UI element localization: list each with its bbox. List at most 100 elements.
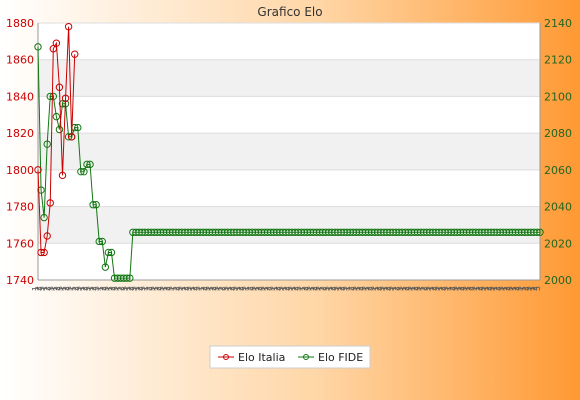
x-tick-label: 2 — [153, 286, 162, 291]
y-right-axis: 2000 2020 2040 2060 2080 2100 2120 2140 — [544, 17, 572, 287]
x-tick-label: 3 — [111, 286, 120, 291]
x-tick-label: 3 — [432, 286, 441, 291]
x-tick-label: 2 — [172, 286, 181, 291]
y-right-tick-label: 2140 — [544, 17, 572, 30]
y-left-tick-label: 1780 — [6, 201, 34, 214]
plot-bands — [37, 22, 541, 281]
x-tick-label: 1 — [40, 286, 49, 291]
x-tick-label: 1 — [132, 286, 141, 291]
x-tick-label: 3 — [212, 286, 221, 291]
x-tick-label: 2 — [420, 286, 429, 291]
x-tick-label: 2 — [71, 286, 80, 291]
x-tick-label: 2 — [456, 286, 465, 291]
x-tick-label: 3 — [322, 286, 331, 291]
x-tick-label: 2 — [209, 286, 218, 291]
series-elo-italia — [34, 22, 79, 257]
elo-fide-point — [104, 248, 113, 257]
x-tick-label: 2 — [34, 286, 43, 291]
x-tick-label: 1 — [527, 286, 536, 291]
x-tick-label: 3 — [368, 286, 377, 291]
elo-fide-point — [123, 274, 131, 282]
x-tick-label: 3 — [478, 286, 487, 291]
x-tick-label: 3 — [340, 286, 349, 291]
x-tick-label: 2 — [374, 286, 383, 291]
x-tick-label: 3 — [120, 286, 129, 291]
x-tick-label: 2 — [319, 286, 328, 291]
x-tick-label: 1 — [444, 286, 453, 291]
x-tick-label: 1 — [288, 286, 297, 291]
x-tick-label: 2 — [355, 286, 364, 291]
x-tick-label: 3 — [423, 286, 432, 291]
elo-italia-point — [34, 166, 42, 174]
elo-fide-point — [126, 274, 134, 282]
x-tick-label: 1 — [518, 286, 527, 291]
x-tick-label: 1 — [68, 286, 77, 291]
y-right-tick-label: 2060 — [544, 164, 572, 177]
x-tick-label: 2 — [52, 286, 61, 291]
x-tick-label: 3 — [359, 286, 368, 291]
elo-fide-point — [95, 237, 103, 246]
x-tick-label: 2 — [98, 286, 107, 291]
x-tick-label: 1 — [77, 286, 86, 291]
x-tick-label: 2 — [291, 286, 300, 291]
x-tick-label: 2 — [401, 286, 410, 291]
x-tick-label: 2 — [429, 286, 438, 291]
x-tick-label: 1 — [371, 286, 380, 291]
x-tick-label: 2 — [236, 286, 245, 291]
x-tick-label: 3 — [487, 286, 496, 291]
x-tick-label: 3 — [193, 286, 202, 291]
elo-italia-point — [64, 22, 73, 31]
chart-title: Grafico Elo — [257, 5, 322, 19]
legend-marker-elo-italia — [223, 354, 229, 360]
elo-italia-point — [71, 50, 79, 58]
x-tick-label: 1 — [408, 286, 417, 291]
x-tick-label: 3 — [303, 286, 312, 291]
x-tick-label: 1 — [325, 286, 334, 291]
x-tick-label: 3 — [450, 286, 459, 291]
x-tick-label: 3 — [147, 286, 156, 291]
x-tick-label: 2 — [163, 286, 172, 291]
x-tick-label: 1 — [141, 286, 150, 291]
x-axis: 1231231231231231231231231231231231231231… — [31, 286, 542, 291]
y-left-axis: 1740 1760 1780 1800 1820 1840 1860 1880 — [6, 17, 34, 287]
elo-fide-point — [92, 201, 100, 209]
x-tick-label: 2 — [493, 286, 502, 291]
elo-fide-point — [98, 237, 106, 246]
x-tick-label: 1 — [242, 286, 251, 291]
x-tick-label: 2 — [190, 286, 199, 291]
x-tick-label: 1 — [160, 286, 169, 291]
elo-fide-point — [46, 92, 54, 101]
x-tick-label: 2 — [300, 286, 309, 291]
y-right-tick-label: 2120 — [544, 54, 572, 67]
x-tick-label: 1 — [389, 286, 398, 291]
elo-italia-point — [49, 45, 58, 53]
x-tick-label: 2 — [521, 286, 530, 291]
x-tick-label: 1 — [114, 286, 123, 291]
x-tick-label: 2 — [43, 286, 52, 291]
x-tick-label: 3 — [92, 286, 101, 291]
x-tick-label: 1 — [150, 286, 159, 291]
elo-fide-point — [107, 248, 116, 257]
y-left-tick-label: 1800 — [6, 164, 34, 177]
x-tick-label: 1 — [49, 286, 58, 291]
y-right-tick-label: 2040 — [544, 201, 572, 214]
x-tick-label: 2 — [126, 286, 135, 291]
x-tick-label: 3 — [349, 286, 358, 291]
x-tick-label: 3 — [285, 286, 294, 291]
x-tick-label: 3 — [515, 286, 524, 291]
x-tick-label: 1 — [59, 286, 68, 291]
x-tick-label: 2 — [181, 286, 190, 291]
elo-fide-point — [34, 43, 42, 51]
x-tick-label: 2 — [254, 286, 263, 291]
series-elo-fide — [34, 43, 544, 282]
x-tick-label: 1 — [196, 286, 205, 291]
x-tick-label: 1 — [343, 286, 352, 291]
elo-fide-point — [43, 140, 51, 148]
x-tick-label: 2 — [438, 286, 447, 291]
elo-italia-point — [67, 133, 76, 141]
x-tick-label: 1 — [398, 286, 407, 291]
x-tick-label: 1 — [251, 286, 260, 291]
x-tick-label: 1 — [435, 286, 444, 291]
x-tick-label: 1 — [334, 286, 343, 291]
x-tick-label: 2 — [502, 286, 511, 291]
